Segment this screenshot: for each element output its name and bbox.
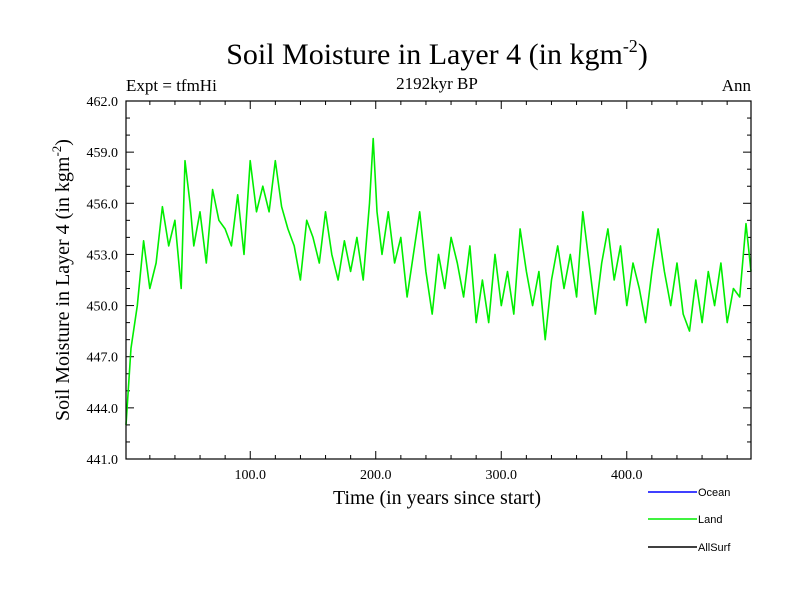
season-label: Ann bbox=[722, 76, 752, 95]
chart-subtitle: 2192kyr BP bbox=[396, 74, 478, 93]
y-tick-label: 447.0 bbox=[87, 351, 119, 366]
plot-frame bbox=[125, 100, 752, 460]
y-tick-label: 453.0 bbox=[87, 248, 119, 263]
x-tick-label: 300.0 bbox=[486, 468, 518, 483]
y-tick-label: 462.0 bbox=[87, 95, 119, 110]
y-axis-label: Soil Moisture in Layer 4 (in kgm-2) bbox=[49, 139, 74, 421]
legend-label-ocean: Ocean bbox=[698, 487, 730, 499]
legend-label-allsurf: AllSurf bbox=[698, 542, 731, 554]
chart-title: Soil Moisture in Layer 4 (in kgm-2) bbox=[226, 36, 648, 71]
legend: Ocean Land AllSurf bbox=[648, 487, 731, 554]
x-tick-label: 400.0 bbox=[611, 468, 643, 483]
x-tick-label: 200.0 bbox=[360, 468, 392, 483]
y-tick-label: 459.0 bbox=[87, 146, 119, 161]
y-tick-label: 450.0 bbox=[87, 300, 119, 315]
experiment-label: Expt = tfmHi bbox=[126, 76, 217, 95]
y-tick-label: 441.0 bbox=[87, 453, 119, 468]
y-tick-label: 456.0 bbox=[87, 197, 119, 212]
y-tick-label: 444.0 bbox=[87, 402, 119, 417]
x-axis-label: Time (in years since start) bbox=[333, 487, 541, 509]
legend-label-land: Land bbox=[698, 514, 722, 526]
series-line-land bbox=[125, 137, 752, 425]
x-tick-label: 100.0 bbox=[234, 468, 266, 483]
